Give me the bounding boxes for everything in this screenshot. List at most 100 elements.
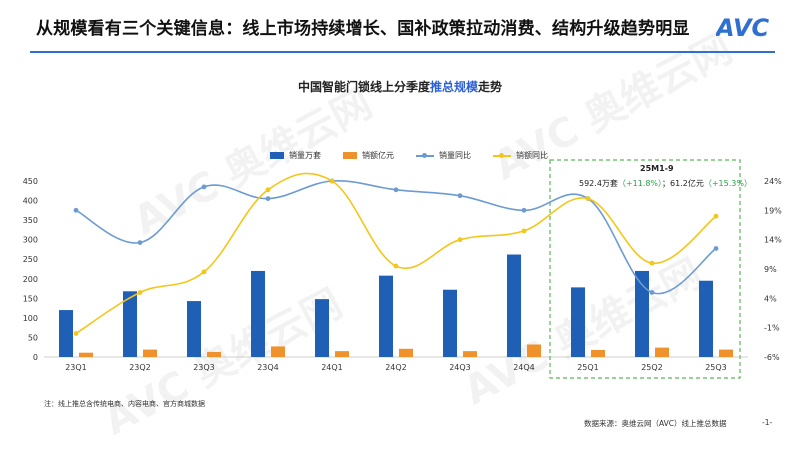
chart-legend: 销量万套 销额亿元 销量同比 销额同比 <box>270 150 548 161</box>
x-tick-label: 23Q2 <box>129 363 151 372</box>
point-sales-yoy <box>457 237 463 243</box>
y-left-tick-label: 250 <box>23 255 38 264</box>
y-right-tick-label: 24% <box>764 177 782 186</box>
point-volume-yoy <box>201 184 207 190</box>
bar-sales <box>463 351 477 357</box>
footnote: 注：线上推总含传统电商、内容电商、官方商城数据 <box>44 400 205 408</box>
point-volume-yoy <box>521 207 527 213</box>
y-left-tick-label: 50 <box>28 333 38 342</box>
bar-sales <box>399 348 413 357</box>
logo-text: AVC <box>716 14 770 42</box>
point-volume-yoy <box>265 196 271 202</box>
bar-volume <box>379 275 393 357</box>
legend-swatch-volume-yoy <box>416 152 434 159</box>
point-sales-yoy <box>265 187 271 193</box>
x-tick-label: 25Q2 <box>641 363 663 372</box>
y-right-tick-label: 4% <box>764 294 777 303</box>
y-right-tick-label: 14% <box>764 236 782 245</box>
page-number: -1- <box>762 418 773 427</box>
y-left-tick-label: 0 <box>33 353 38 362</box>
volume-total: 592.4万套 <box>579 179 618 188</box>
line-volume-yoy <box>75 179 717 295</box>
point-volume-yoy <box>137 240 143 246</box>
bar-volume <box>571 287 585 357</box>
bar-volume <box>315 299 329 357</box>
legend-item-sales: 销额亿元 <box>343 150 394 161</box>
avc-logo: AVC <box>716 14 770 42</box>
legend-swatch-sales-yoy <box>493 152 511 159</box>
x-tick-label: 24Q2 <box>385 363 407 372</box>
chart-title-suffix: 走势 <box>478 80 503 94</box>
sales-total: 61.2亿元 <box>670 179 704 188</box>
line-sales-yoy <box>75 172 717 335</box>
x-tick-label: 24Q1 <box>321 363 343 372</box>
y-right-tick-label: -1% <box>764 324 780 333</box>
bar-volume <box>635 270 649 357</box>
point-sales-yoy <box>649 260 655 266</box>
x-tick-label: 25Q3 <box>705 363 727 372</box>
x-tick-label: 23Q3 <box>193 363 215 372</box>
legend-label-sales: 销额亿元 <box>362 151 394 160</box>
point-volume-yoy <box>713 246 719 251</box>
highlight-box-summary: 592.4万套（+11.8%）；61.2亿元（+15.3%） <box>579 178 752 189</box>
y-left-tick-label: 200 <box>23 275 38 284</box>
point-sales-yoy <box>329 178 335 184</box>
bar-sales <box>719 349 733 357</box>
summary-separator: ； <box>662 179 671 188</box>
x-tick-label: 24Q3 <box>449 363 471 372</box>
point-sales-yoy <box>201 269 207 275</box>
bar-sales <box>591 349 605 357</box>
y-left-tick-label: 150 <box>23 294 38 303</box>
point-volume-yoy <box>457 193 463 199</box>
bar-sales <box>655 347 669 357</box>
y-right-tick-label: 9% <box>764 265 777 274</box>
x-tick-label: 23Q4 <box>257 363 279 372</box>
point-sales-yoy <box>73 331 79 336</box>
bar-volume <box>443 289 457 357</box>
bar-sales <box>143 349 157 357</box>
slide-title: 从规模看有三个关键信息：线上市场持续增长、国补政策拉动消费、结构升级趋势明显 <box>36 19 690 39</box>
point-sales-yoy <box>713 213 719 219</box>
y-left-tick-label: 350 <box>23 216 38 225</box>
legend-item-volume: 销量万套 <box>270 150 321 161</box>
legend-label-volume: 销量万套 <box>289 151 321 160</box>
data-source: 数据来源：奥维云网（AVC）线上推总数据 <box>584 419 727 428</box>
point-sales-yoy <box>585 196 591 202</box>
legend-label-volume-yoy: 销量同比 <box>439 151 471 160</box>
legend-label-sales-yoy: 销额同比 <box>516 151 548 160</box>
point-sales-yoy <box>393 263 399 269</box>
volume-growth: （+11.8%） <box>617 179 663 188</box>
bar-volume <box>123 291 137 357</box>
legend-swatch-volume <box>270 152 284 159</box>
sales-growth: （+15.3%） <box>703 179 752 188</box>
point-volume-yoy <box>73 207 79 213</box>
y-left-tick-label: 450 <box>23 177 38 186</box>
legend-item-sales-yoy: 销额同比 <box>493 150 548 161</box>
legend-swatch-sales <box>343 152 357 159</box>
bar-volume <box>251 270 265 357</box>
title-divider <box>30 51 775 53</box>
bar-sales <box>527 344 541 357</box>
chart-title-highlight: 推总规模 <box>429 80 478 94</box>
bar-sales <box>79 352 93 357</box>
point-sales-yoy <box>521 228 527 234</box>
y-left-tick-label: 400 <box>23 197 38 206</box>
bar-sales <box>207 351 221 357</box>
y-right-tick-label: 19% <box>764 206 782 215</box>
y-left-tick-label: 100 <box>23 314 38 323</box>
y-left-tick-label: 300 <box>23 236 38 245</box>
chart-title: 中国智能门锁线上分季度推总规模走势 <box>0 78 800 95</box>
point-volume-yoy <box>393 187 399 193</box>
bar-volume <box>699 280 713 357</box>
highlight-box-title: 25M1-9 <box>640 164 674 173</box>
point-volume-yoy <box>649 290 655 295</box>
bar-volume <box>507 254 521 357</box>
bar-sales <box>271 346 285 357</box>
y-right-tick-label: -6% <box>764 353 780 362</box>
chart-title-prefix: 中国智能门锁线上分季度 <box>297 80 430 94</box>
legend-item-volume-yoy: 销量同比 <box>416 150 471 161</box>
x-tick-label: 25Q1 <box>577 363 599 372</box>
highlight-box <box>549 159 741 379</box>
bar-volume <box>187 301 201 357</box>
